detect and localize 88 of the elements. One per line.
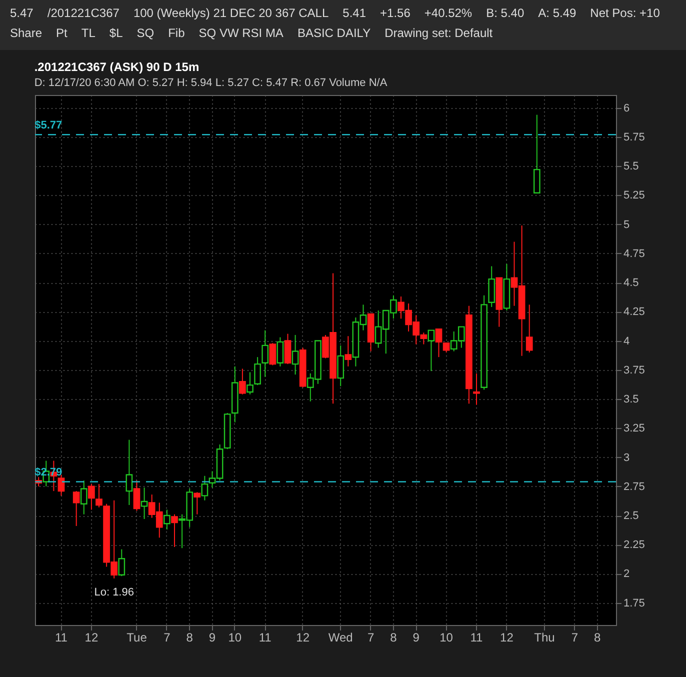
text: SQ VW RSI MA <box>198 26 284 40</box>
candlestick <box>428 330 435 372</box>
candlestick <box>171 514 178 548</box>
candlestick <box>526 304 533 353</box>
candlestick <box>80 480 88 515</box>
candlestick <box>164 509 170 530</box>
y-tick-label: 5.75 <box>624 131 645 144</box>
text: BASIC DAILY <box>297 26 371 40</box>
text: +1.56 <box>380 6 410 20</box>
candlestick <box>337 344 344 387</box>
text: 5.47 <box>10 6 34 20</box>
x-tick-label: Wed <box>328 630 353 644</box>
text: /201221C367 <box>47 6 120 20</box>
y-tick-label: 4.75 <box>624 248 645 260</box>
candlestick <box>276 336 284 367</box>
candlestick <box>292 334 299 376</box>
candlestick <box>488 266 496 308</box>
annotation: Lo: 1.96 <box>94 586 134 598</box>
x-tick-label: Tue <box>126 630 148 644</box>
x-tick-label: 10 <box>440 630 454 644</box>
ref-line-label: $5.77 <box>34 120 62 132</box>
y-tick-label: 2.25 <box>624 539 645 552</box>
text: Fib <box>168 26 185 40</box>
y-tick-label: 2.75 <box>624 480 645 493</box>
y-tick-label: 5.5 <box>624 160 639 173</box>
x-tick-label: 7 <box>571 630 578 644</box>
y-tick-label: 5.25 <box>624 190 645 202</box>
x-tick-label: 9 <box>412 630 420 644</box>
y-tick-label: 4.5 <box>624 277 639 290</box>
text: TL <box>81 26 96 40</box>
text: B: 5.40 <box>486 6 524 20</box>
candlestick <box>269 342 276 366</box>
candlestick <box>72 490 80 526</box>
chart-title: .201221C367 (ASK) 90 D 15m <box>34 60 200 74</box>
candlestick <box>246 372 254 395</box>
x-tick-label: Thu <box>534 630 555 644</box>
y-tick-label: 5 <box>624 218 630 231</box>
text: $L <box>109 26 123 40</box>
candlestick <box>435 328 442 358</box>
candlestick <box>344 336 352 367</box>
candlestick <box>96 484 102 508</box>
x-tick-label: 8 <box>594 630 601 644</box>
y-tick-label: 1.75 <box>624 597 645 610</box>
text: +40.52% <box>424 6 472 20</box>
x-tick-label: 10 <box>228 630 242 644</box>
candlestick <box>126 439 133 506</box>
y-tick-label: 3.5 <box>624 394 639 406</box>
x-tick-label: 9 <box>208 630 216 644</box>
x-tick-label: 7 <box>164 630 171 644</box>
x-tick-label: 8 <box>390 630 398 644</box>
candlestick <box>442 342 450 353</box>
text: A: 5.49 <box>538 6 576 20</box>
candlestick <box>140 487 148 520</box>
text: 100 (Weeklys) 21 DEC 20 367 CALL <box>133 6 329 20</box>
x-tick-label: 7 <box>367 630 374 644</box>
text: SQ <box>136 26 154 40</box>
candlestick <box>194 492 201 515</box>
candlestick <box>262 330 269 378</box>
x-tick-label: 11 <box>258 630 272 644</box>
y-tick-label: 3 <box>624 452 630 464</box>
x-tick-label: 8 <box>186 630 194 644</box>
candlestick <box>201 475 208 501</box>
x-tick-label: 12 <box>296 630 310 644</box>
x-tick-label: 12 <box>500 630 514 644</box>
candlestick <box>133 480 140 512</box>
candlestick <box>473 372 480 406</box>
text: Drawing set: Default <box>384 26 493 40</box>
y-tick-label: 2 <box>624 568 630 580</box>
x-tick-label: 11 <box>55 630 68 644</box>
text: Share <box>10 26 42 40</box>
chart-subtitle: D: 12/17/20 6:30 AM O: 5.27 H: 5.94 L: 5.27 C: 5.47 R: 0.67 Volume N/A <box>34 77 388 89</box>
text: 5.41 <box>342 6 366 20</box>
candlestick <box>254 356 261 386</box>
y-tick-label: 4 <box>624 335 630 348</box>
candlestick <box>88 484 95 510</box>
candlestick <box>118 548 126 577</box>
y-tick-label: 4.25 <box>624 306 645 318</box>
candlestick <box>533 114 540 194</box>
y-tick-label: 6 <box>624 102 630 114</box>
x-tick-label: 11 <box>470 630 484 644</box>
y-tick-label: 3.25 <box>624 422 645 435</box>
y-tick-label: 3.75 <box>624 364 645 376</box>
y-tick-label: 2.5 <box>624 510 639 522</box>
text: Net Pos: +10 <box>590 6 660 20</box>
text: Pt <box>56 26 68 40</box>
x-tick-label: 12 <box>84 630 98 644</box>
candlestick <box>239 368 246 395</box>
candlestick <box>284 333 292 365</box>
